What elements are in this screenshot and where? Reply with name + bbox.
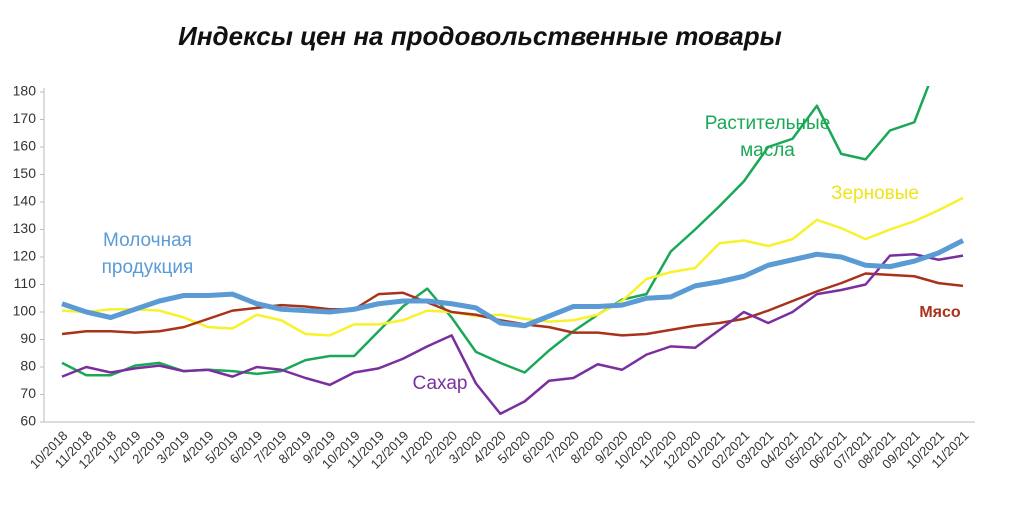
y-tick-label: 110 — [14, 275, 37, 291]
y-tick-label: 80 — [20, 358, 36, 374]
series-line — [61, 196, 964, 337]
series-line — [61, 238, 965, 329]
chart-title: Индексы цен на продовольственные товары — [178, 21, 782, 51]
y-tick-label: 60 — [20, 413, 36, 429]
y-tick-label: 130 — [13, 220, 37, 236]
plot-area — [61, 86, 965, 415]
series-label: Сахар — [412, 373, 468, 394]
y-tick-label: 100 — [13, 303, 37, 319]
y-tick-label: 180 — [13, 83, 37, 99]
series-label: Мясо — [919, 304, 961, 321]
y-tick-label: 170 — [13, 110, 37, 126]
series-label: Зерновые — [831, 183, 919, 204]
y-tick-label: 140 — [13, 193, 37, 209]
y-tick-label: 160 — [13, 138, 37, 154]
y-tick-label: 70 — [20, 385, 36, 401]
y-tick-label: 150 — [13, 165, 37, 181]
y-tick-label: 120 — [13, 248, 37, 264]
series-label: Растительные масла — [704, 113, 831, 161]
series-line — [61, 253, 964, 415]
y-tick-label: 90 — [20, 330, 36, 346]
series-label: Молочная продукция — [101, 230, 194, 278]
